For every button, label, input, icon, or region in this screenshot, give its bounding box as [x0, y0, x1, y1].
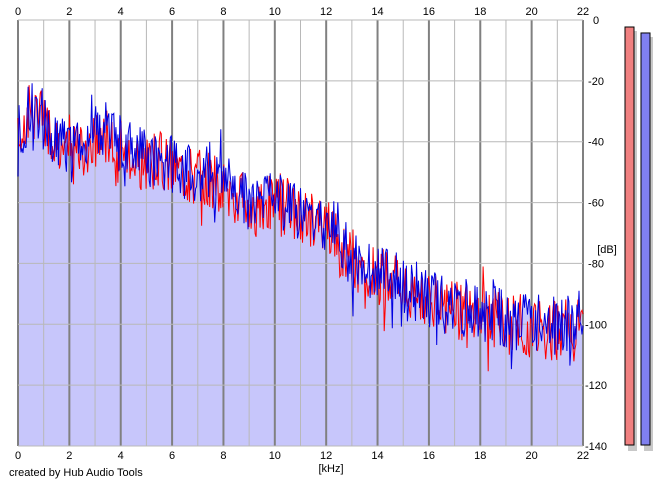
y-tick-label: -60: [588, 198, 604, 210]
x-tick-label-top: 10: [269, 6, 281, 18]
y-tick-label: -120: [585, 380, 607, 392]
x-tick-label-top: 22: [577, 6, 589, 18]
x-tick-label-bottom: 6: [169, 450, 175, 462]
x-tick-label-top: 2: [66, 6, 72, 18]
x-tick-label-bottom: 22: [577, 450, 589, 462]
x-tick-labels-top: 0 2 4 6 8 10 12 14 16 18 20 22: [15, 6, 589, 18]
x-tick-label-top: 0: [15, 6, 21, 18]
level-meter-left: [624, 26, 635, 446]
series-line-right-channel: [17, 83, 584, 370]
x-tick-label-top: 20: [526, 6, 538, 18]
y-tick-label: -80: [588, 258, 604, 270]
y-tick-label: 0: [593, 15, 599, 27]
y-tick-labels: 0 -20 -40 -60 -80 -100 -120 -140: [585, 15, 607, 453]
x-tick-label-bottom: 8: [220, 450, 226, 462]
x-axis-label: [kHz]: [318, 463, 343, 475]
x-tick-label-bottom: 12: [320, 450, 332, 462]
x-tick-label-bottom: 14: [371, 450, 383, 462]
y-tick-label: -40: [588, 137, 604, 149]
x-tick-label-top: 8: [220, 6, 226, 18]
x-tick-label-top: 18: [474, 6, 486, 18]
x-tick-label-bottom: 0: [15, 450, 21, 462]
x-tick-labels-bottom: 0 2 4 6 8 10 12 14 16 18 20 22: [15, 450, 589, 462]
y-tick-label: -20: [588, 76, 604, 88]
x-tick-label-bottom: 4: [118, 450, 124, 462]
y-tick-label: -140: [585, 441, 607, 453]
x-tick-label-bottom: 2: [66, 450, 72, 462]
level-meters: [624, 26, 653, 451]
x-tick-label-bottom: 10: [269, 450, 281, 462]
x-tick-label-top: 6: [169, 6, 175, 18]
x-tick-label-bottom: 20: [526, 450, 538, 462]
y-tick-label: -100: [585, 319, 607, 331]
x-tick-label-bottom: 18: [474, 450, 486, 462]
grid-lines: [17, 19, 584, 447]
y-axis-label: [dB]: [597, 244, 617, 256]
level-meter-right: [640, 32, 651, 446]
x-tick-label-top: 16: [423, 6, 435, 18]
x-tick-label-top: 12: [320, 6, 332, 18]
x-tick-label-bottom: 16: [423, 450, 435, 462]
x-tick-label-top: 14: [371, 6, 383, 18]
credit-text: created by Hub Audio Tools: [9, 467, 143, 479]
x-tick-label-top: 4: [118, 6, 124, 18]
